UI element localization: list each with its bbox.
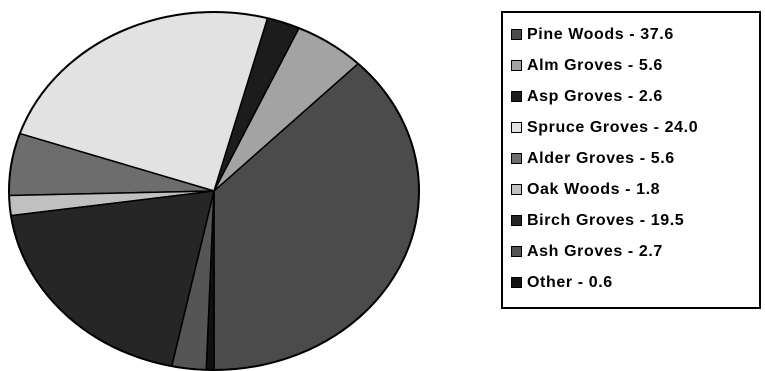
legend-swatch-2 bbox=[511, 91, 522, 102]
legend-item-6: Birch Groves - 19.5 bbox=[511, 205, 759, 236]
legend-label-7: Ash Groves - 2.7 bbox=[527, 242, 663, 260]
legend: Pine Woods - 37.6 Alm Groves - 5.6 Asp Gro… bbox=[501, 11, 761, 309]
legend-swatch-4 bbox=[511, 153, 522, 164]
legend-label-1: Alm Groves - 5.6 bbox=[527, 56, 663, 74]
legend-item-1: Alm Groves - 5.6 bbox=[511, 50, 759, 81]
legend-label-4: Alder Groves - 5.6 bbox=[527, 149, 675, 167]
legend-item-4: Alder Groves - 5.6 bbox=[511, 143, 759, 174]
legend-item-0: Pine Woods - 37.6 bbox=[511, 19, 759, 50]
legend-item-7: Ash Groves - 2.7 bbox=[511, 236, 759, 267]
legend-swatch-7 bbox=[511, 246, 522, 257]
pie-outline bbox=[8, 11, 420, 371]
legend-item-8: Other - 0.6 bbox=[511, 267, 759, 298]
legend-item-5: Oak Woods - 1.8 bbox=[511, 174, 759, 205]
legend-label-0: Pine Woods - 37.6 bbox=[527, 25, 674, 43]
legend-swatch-3 bbox=[511, 122, 522, 133]
legend-item-2: Asp Groves - 2.6 bbox=[511, 81, 759, 112]
legend-label-8: Other - 0.6 bbox=[527, 273, 613, 291]
legend-label-3: Spruce Groves - 24.0 bbox=[527, 118, 699, 136]
legend-swatch-5 bbox=[511, 184, 522, 195]
legend-swatch-8 bbox=[511, 277, 522, 288]
legend-swatch-0 bbox=[511, 29, 522, 40]
legend-swatch-6 bbox=[511, 215, 522, 226]
legend-swatch-1 bbox=[511, 60, 522, 71]
legend-label-6: Birch Groves - 19.5 bbox=[527, 211, 685, 229]
legend-item-3: Spruce Groves - 24.0 bbox=[511, 112, 759, 143]
legend-label-5: Oak Woods - 1.8 bbox=[527, 180, 661, 198]
legend-label-2: Asp Groves - 2.6 bbox=[527, 87, 663, 105]
